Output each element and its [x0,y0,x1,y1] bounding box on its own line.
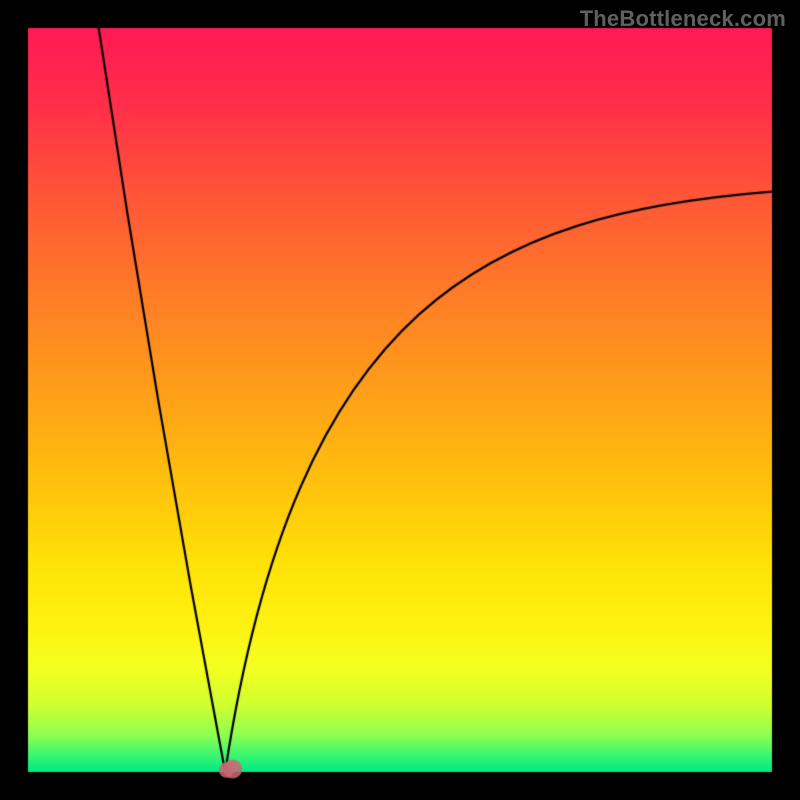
chart-stage: TheBottleneck.com [0,0,800,800]
bottleneck-chart-canvas [0,0,800,800]
